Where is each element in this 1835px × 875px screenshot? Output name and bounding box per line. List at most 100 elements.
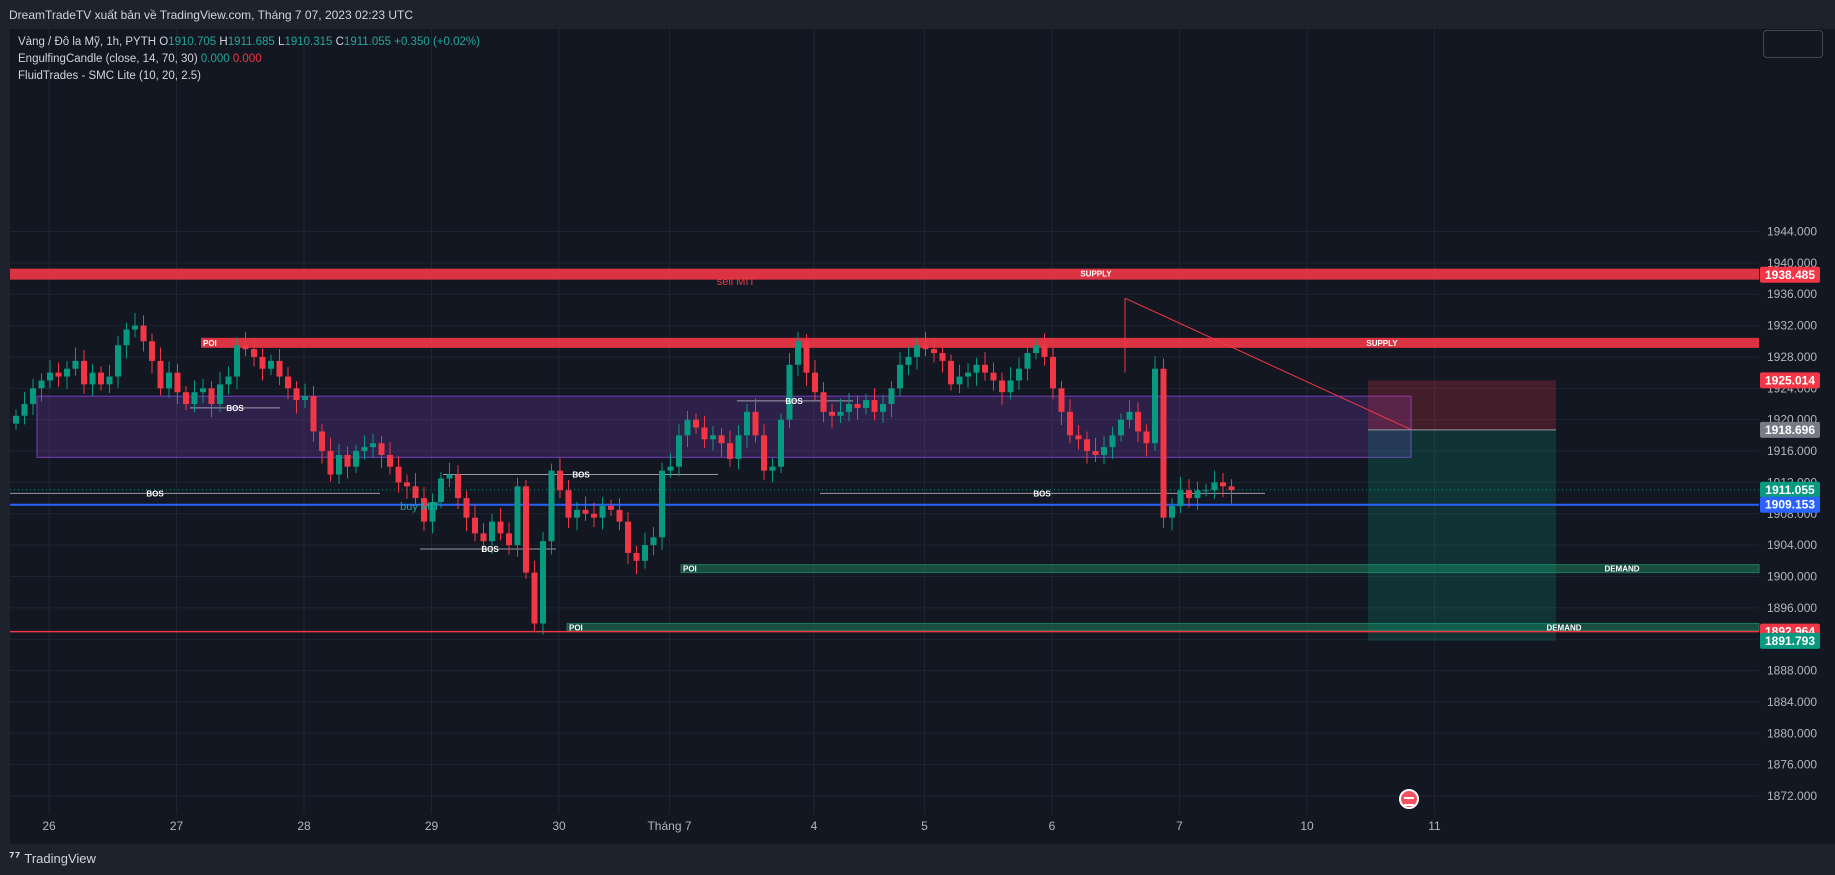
candle-body bbox=[1075, 435, 1082, 440]
price-tag bbox=[1760, 496, 1820, 513]
candle-body bbox=[1143, 431, 1150, 444]
candle-body bbox=[259, 356, 266, 369]
tv-logo-icon: ⁷⁷ bbox=[9, 851, 21, 866]
y-tick-label: 1876.000 bbox=[1767, 758, 1817, 772]
scale-settings-button[interactable] bbox=[1763, 30, 1823, 58]
candle-body bbox=[599, 505, 606, 518]
candle-body bbox=[344, 454, 351, 467]
y-tick-label: 1904.000 bbox=[1767, 538, 1817, 552]
price-tag bbox=[1760, 372, 1820, 389]
candle-body bbox=[234, 345, 240, 377]
x-tick-label: 29 bbox=[425, 819, 439, 833]
candle-body bbox=[540, 541, 546, 624]
candle-body bbox=[38, 380, 45, 389]
candle-body bbox=[1118, 419, 1124, 436]
candle-body bbox=[854, 404, 861, 408]
candle-body bbox=[1067, 411, 1073, 436]
candle-body bbox=[659, 470, 665, 538]
candle-body bbox=[1152, 368, 1158, 444]
supply-zone-mid bbox=[201, 337, 1759, 348]
candle-body bbox=[370, 443, 376, 448]
x-tick-label: 7 bbox=[1176, 819, 1183, 833]
brand-name: TradingView bbox=[24, 851, 96, 866]
candle-body bbox=[361, 447, 368, 452]
candle-body bbox=[999, 380, 1005, 393]
high-label: H bbox=[219, 36, 228, 48]
bos-label: BOS bbox=[146, 489, 164, 498]
candle-body bbox=[888, 388, 895, 404]
candle-body bbox=[914, 345, 920, 357]
y-tick-label: 1936.000 bbox=[1767, 287, 1817, 301]
bos-label: BOS bbox=[226, 404, 244, 413]
candle-body bbox=[922, 345, 929, 350]
candle-body bbox=[778, 419, 784, 467]
chart-pane[interactable] bbox=[10, 29, 1759, 844]
close-value: 1911.055 bbox=[343, 36, 392, 48]
candle-body bbox=[412, 486, 419, 499]
candle-body bbox=[965, 372, 971, 377]
candle-body bbox=[744, 411, 750, 436]
price-tag-label: 1911.055 bbox=[1765, 483, 1815, 497]
candle-body bbox=[1211, 482, 1218, 491]
x-tick-label: 4 bbox=[811, 819, 818, 833]
candle-body bbox=[931, 349, 937, 354]
candle-body bbox=[676, 435, 682, 467]
candle-body bbox=[1084, 439, 1090, 452]
position-target-zone bbox=[1368, 429, 1556, 641]
candle-body bbox=[642, 545, 648, 561]
candle-body bbox=[455, 474, 461, 499]
y-tick-label: 1944.000 bbox=[1767, 225, 1817, 239]
indicator-engulfing-value-2: 0.000 bbox=[232, 53, 262, 65]
candle-body bbox=[880, 404, 886, 412]
symbol-title[interactable]: Vàng / Đô la Mỹ, 1h, PYTH bbox=[18, 36, 157, 48]
candle-body bbox=[1007, 380, 1014, 393]
y-tick-label: 1884.000 bbox=[1767, 695, 1817, 709]
candle-body bbox=[98, 372, 104, 385]
candle-body bbox=[421, 498, 427, 522]
candle-body bbox=[769, 466, 776, 471]
low-label: L bbox=[278, 36, 285, 48]
candle-body bbox=[625, 521, 631, 553]
candle-body bbox=[242, 345, 249, 350]
y-tick-label: 1888.000 bbox=[1767, 664, 1817, 678]
candle-body bbox=[327, 451, 334, 475]
candle-body bbox=[123, 329, 130, 346]
candle-body bbox=[1194, 490, 1201, 499]
sell-mit-label: sell MIT bbox=[717, 276, 756, 288]
candle-body bbox=[276, 360, 283, 377]
candle-body bbox=[1101, 447, 1107, 455]
candle-body bbox=[803, 341, 810, 373]
candle-body bbox=[1160, 368, 1167, 518]
candle-body bbox=[387, 454, 393, 467]
indicator-engulfing[interactable]: EngulfingCandle (close, 14, 70, 30) bbox=[18, 53, 198, 65]
candle-body bbox=[183, 392, 189, 404]
candle-body bbox=[1135, 411, 1141, 432]
indicator-fluidtrades[interactable]: FluidTrades - SMC Lite (10, 20, 2.5) bbox=[18, 70, 202, 82]
candle-body bbox=[565, 490, 572, 518]
candle-body bbox=[310, 396, 317, 432]
tradingview-brand[interactable]: ⁷⁷ TradingView bbox=[9, 851, 96, 866]
y-tick-label: 1932.000 bbox=[1767, 319, 1817, 333]
us-flag-event-icon[interactable] bbox=[1399, 789, 1419, 809]
candle-body bbox=[761, 435, 767, 471]
candle-body bbox=[251, 349, 257, 357]
demand-zone-1 bbox=[680, 564, 1760, 574]
supply-label-top: SUPPLY bbox=[1080, 270, 1112, 279]
zones bbox=[10, 268, 1760, 641]
demand-zone-2 bbox=[566, 622, 1760, 631]
y-tick-label: 1872.000 bbox=[1767, 789, 1817, 803]
candle-body bbox=[285, 376, 291, 389]
candle-body bbox=[21, 404, 28, 416]
price-tag-label: 1909.153 bbox=[1765, 498, 1815, 512]
price-tag-label: 1918.696 bbox=[1765, 423, 1815, 437]
poi-label-demand-1: POI bbox=[683, 565, 697, 574]
price-tag-label: 1925.014 bbox=[1765, 373, 1815, 387]
x-tick-label: 11 bbox=[1428, 819, 1441, 833]
candle-body bbox=[667, 466, 674, 471]
candle-body bbox=[140, 325, 147, 342]
y-tick-label: 1896.000 bbox=[1767, 601, 1817, 615]
candle-body bbox=[115, 345, 121, 377]
candle-body bbox=[693, 419, 699, 428]
x-tick-label: 5 bbox=[921, 819, 928, 833]
